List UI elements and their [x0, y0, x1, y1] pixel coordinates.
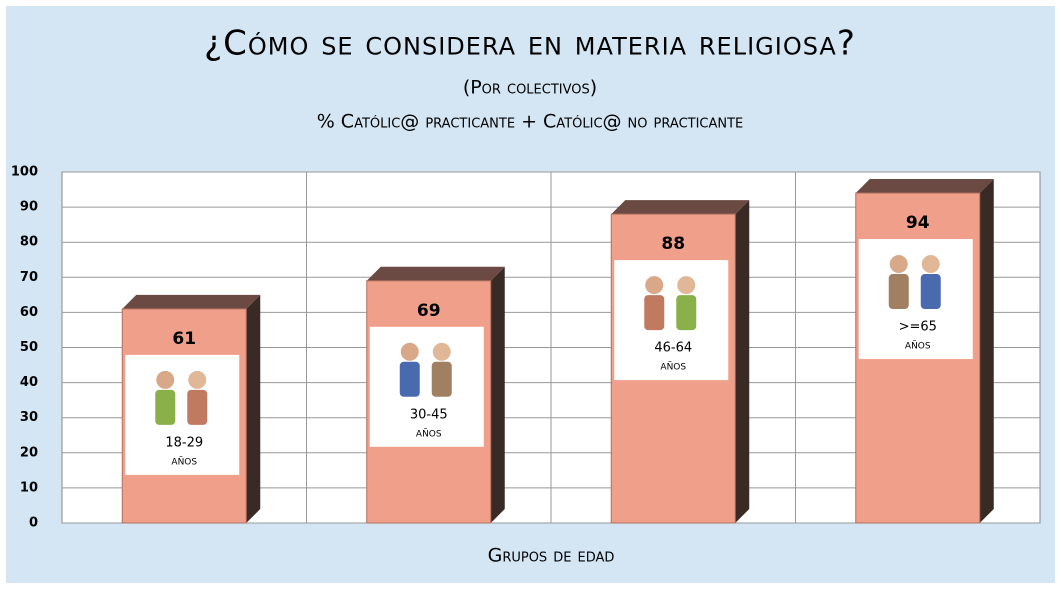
bar-side: [490, 266, 505, 523]
bar-top: [122, 294, 261, 309]
illustration-body: [888, 274, 909, 310]
illustration-head: [889, 255, 908, 274]
bar-side: [246, 294, 261, 523]
value-label: 94: [906, 213, 930, 233]
illustration-body: [920, 274, 941, 310]
y-tick-label: 60: [20, 305, 38, 320]
x-tick-unit: años: [660, 359, 686, 374]
bar-top: [855, 179, 994, 194]
illustration-body: [155, 389, 176, 425]
bar-side: [735, 200, 750, 523]
chart-subtitle: % Católic@ practicante + Católic@ no pra…: [317, 111, 744, 133]
y-tick-label: 90: [20, 200, 38, 215]
x-tick-label: >=65: [899, 320, 937, 335]
y-tick-label: 20: [20, 445, 38, 460]
x-tick-unit: años: [905, 338, 931, 353]
value-label: 61: [172, 329, 196, 349]
y-tick-label: 30: [20, 410, 38, 425]
y-tick-label: 40: [20, 375, 38, 390]
y-tick-label: 50: [20, 340, 38, 355]
y-tick-label: 10: [20, 480, 38, 495]
value-label: 88: [661, 234, 685, 254]
y-tick-label: 80: [20, 235, 38, 250]
y-tick-label: 100: [11, 165, 38, 180]
illustration-body: [644, 295, 665, 331]
x-tick-label: 30-45: [410, 407, 448, 422]
illustration-box: [858, 239, 973, 360]
value-label: 69: [417, 301, 441, 321]
illustration-head: [432, 342, 451, 361]
illustration-body: [187, 389, 208, 425]
illustration-box: [614, 260, 729, 381]
x-tick-unit: años: [171, 453, 197, 468]
chart-subtitle: (Por colectivos): [463, 77, 597, 99]
illustration-head: [645, 276, 664, 295]
chart-title: ¿Cómo se considera en materia religiosa?: [204, 24, 856, 64]
illustration-body: [431, 361, 452, 397]
bar-top: [611, 200, 750, 215]
illustration-head: [677, 276, 696, 295]
x-tick-label: 46-64: [654, 341, 692, 356]
y-tick-label: 0: [29, 516, 38, 531]
illustration-head: [156, 370, 175, 389]
illustration-head: [188, 370, 207, 389]
illustration-body: [399, 361, 420, 397]
y-tick-label: 70: [20, 270, 38, 285]
illustration-box: [125, 354, 240, 475]
x-tick-label: 18-29: [165, 435, 203, 450]
x-axis-label: Grupos de edad: [488, 545, 615, 567]
bar-side: [979, 179, 994, 523]
illustration-head: [921, 255, 940, 274]
illustration-body: [676, 295, 697, 331]
illustration-box: [369, 326, 484, 447]
bar-top: [366, 266, 505, 281]
x-tick-unit: años: [416, 425, 442, 440]
illustration-head: [400, 342, 419, 361]
